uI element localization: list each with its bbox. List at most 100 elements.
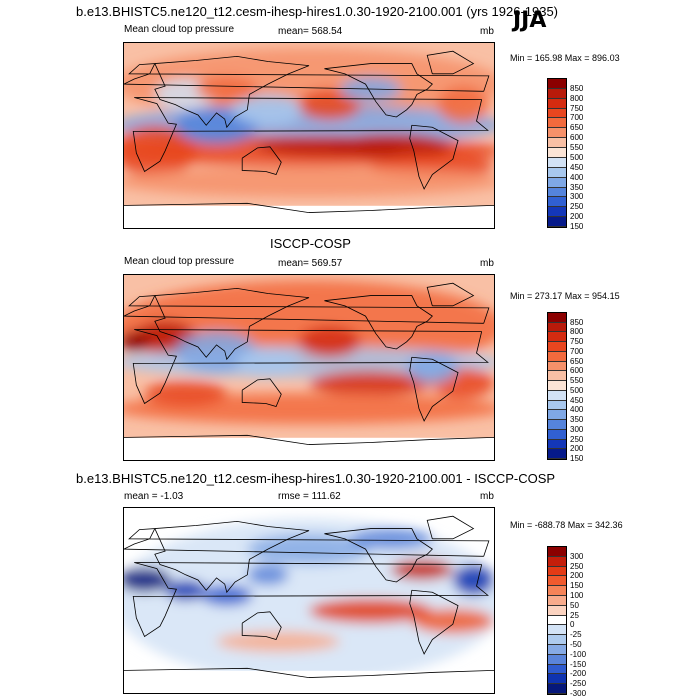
heatmap-region <box>201 585 253 606</box>
coastline <box>241 146 282 176</box>
heatmap-region <box>237 346 299 378</box>
colorbar-tick-label: 600 <box>570 133 584 143</box>
colorbar-swatch <box>548 625 566 636</box>
colorbar-tick-label: -50 <box>570 640 582 649</box>
colorbar-swatch <box>548 138 566 149</box>
colorbar-tick-label: -100 <box>570 649 587 659</box>
heatmap-region <box>124 567 171 593</box>
colorbar-tick-label: 200 <box>570 212 584 222</box>
heatmap-field <box>124 43 494 228</box>
heatmap-region <box>124 125 196 177</box>
colorbar-tick-label: 50 <box>570 600 579 610</box>
heatmap-region <box>231 94 304 126</box>
colorbar-swatch <box>548 684 566 694</box>
heatmap-region <box>298 89 361 121</box>
coastline <box>132 329 489 405</box>
panel1-colorbar: 850 800 750 700 650 600 550 500 450 400 350 300 250 2… <box>547 78 583 231</box>
colorbar-tick-label: 600 <box>570 366 584 376</box>
coastline <box>409 356 459 422</box>
panel3-left-label: mean = -1.03 <box>124 491 184 502</box>
colorbar-tick-label: 300 <box>570 551 584 561</box>
coastline <box>124 295 490 324</box>
coastline <box>124 202 494 213</box>
colorbar-swatch <box>548 664 566 675</box>
heatmap-region <box>165 579 207 601</box>
colorbar-swatch <box>548 605 566 616</box>
colorbar-tick-label: 350 <box>570 415 584 425</box>
colorbar-tick-label: 300 <box>570 424 584 434</box>
colorbar-tick-label: 200 <box>570 444 584 454</box>
coastline <box>409 589 459 655</box>
colorbar-swatch <box>548 645 566 655</box>
heatmap-region <box>329 133 453 159</box>
colorbar-swatch <box>548 108 566 119</box>
heatmap-region <box>195 76 258 102</box>
colorbar-tick-label: -250 <box>570 679 587 689</box>
heatmap-region <box>437 86 489 124</box>
colorbar-swatch <box>548 118 566 129</box>
colorbar-swatch <box>548 322 566 333</box>
colorbar-swatch <box>548 98 566 109</box>
panel2-minmax: Min = 273.17 Max = 954.15 <box>510 291 620 301</box>
panel3-title: b.e13.BHISTC5.ne120_t12.cesm-ihesp-hires… <box>76 471 556 486</box>
panel2-left-label: Mean cloud top pressure <box>124 256 235 267</box>
colorbar-tick-label: 400 <box>570 172 584 182</box>
colorbar-tick-label: 500 <box>570 385 584 395</box>
colorbar-tick-label: 250 <box>570 202 584 212</box>
colorbar-tick-label: 200 <box>570 571 584 581</box>
heatmap-region <box>124 48 494 121</box>
colorbar-swatch <box>548 148 566 158</box>
season-label: JJA <box>513 8 547 33</box>
colorbar-tick-label: 550 <box>570 143 584 153</box>
panel2-title: ISCCP-COSP <box>270 236 351 251</box>
colorbar-tick-label: 650 <box>570 123 584 133</box>
colorbar-swatch <box>548 654 566 665</box>
coastline <box>324 528 433 583</box>
heatmap-region <box>247 533 371 565</box>
colorbar-tick-label: 150 <box>570 454 584 463</box>
colorbar-swatch <box>548 187 566 198</box>
colorbar-swatch <box>548 586 566 596</box>
panel2-map <box>123 274 495 461</box>
heatmap-region <box>124 331 150 353</box>
colorbar-tick-label: 750 <box>570 103 584 113</box>
coastline <box>154 520 310 594</box>
coastline <box>324 295 433 350</box>
colorbar-tick-label: 100 <box>570 591 584 600</box>
coastline <box>241 378 282 408</box>
colorbar-swatch <box>548 167 566 178</box>
colorbar-swatch <box>548 88 566 99</box>
colorbar-swatch <box>548 79 566 89</box>
panel3-minmax: Min = -688.78 Max = 342.36 <box>510 520 623 530</box>
colorbar-tick-label: 850 <box>570 317 584 327</box>
coastline <box>154 55 310 129</box>
panel2-center-label: mean= 569.57 <box>278 258 343 269</box>
coastline <box>409 124 459 190</box>
colorbar-tick-label: 150 <box>570 222 584 231</box>
colorbar-tick-label: 150 <box>570 581 584 591</box>
panel1-units: mb <box>480 26 494 37</box>
colorbar-swatch <box>548 596 566 606</box>
colorbar-swatch <box>548 197 566 208</box>
colorbar-swatch <box>548 351 566 362</box>
heatmap-field <box>124 275 494 460</box>
colorbar-tick-label: 250 <box>570 434 584 444</box>
colorbar-tick-label: 25 <box>570 610 579 620</box>
heatmap-region <box>124 518 494 683</box>
colorbar-tick-label: 650 <box>570 356 584 366</box>
heatmap-region <box>144 380 227 406</box>
panel3-colorbar: 300 250 200 150 100 50 25 0 -25 -50 -100 -150 -200 -2… <box>547 546 586 698</box>
colorbar-swatch <box>548 674 566 685</box>
colorbar-swatch <box>548 177 566 188</box>
colorbar-tick-label: 350 <box>570 182 584 192</box>
colorbar-swatch <box>548 332 566 343</box>
colorbar-tick-label: 300 <box>570 192 584 202</box>
coastline <box>132 562 489 638</box>
colorbar-swatch <box>548 157 566 168</box>
coastline <box>241 611 282 641</box>
colorbar-swatch <box>548 566 566 577</box>
coastline <box>124 528 490 557</box>
coastline <box>124 434 494 445</box>
colorbar-tick-label: 800 <box>570 93 584 103</box>
coastline <box>154 287 310 361</box>
